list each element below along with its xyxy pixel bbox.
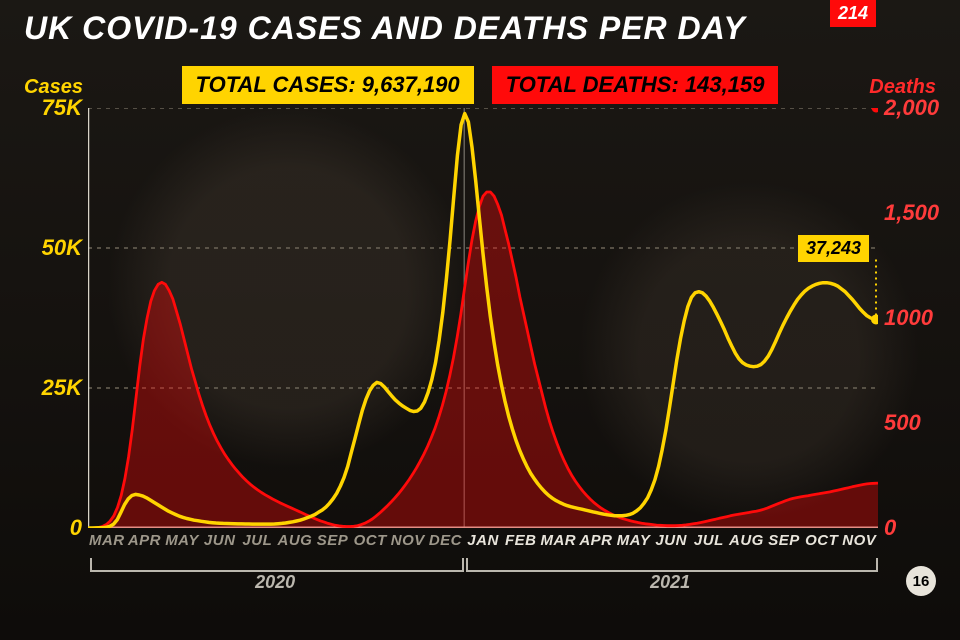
month-label: MAR — [88, 532, 126, 556]
month-label: APR — [126, 532, 164, 556]
month-label: SEP — [765, 532, 803, 556]
month-label: NOV — [841, 532, 879, 556]
month-label: JUL — [690, 532, 728, 556]
month-label: MAY — [615, 532, 653, 556]
month-label: JUN — [201, 532, 239, 556]
total-deaths-badge: TOTAL DEATHS: 143,159 — [492, 66, 779, 104]
deaths-end-callout: 214 — [830, 0, 876, 27]
y-tick-right: 1,500 — [884, 200, 954, 226]
month-label: JAN — [464, 532, 502, 556]
year-brackets: 2020 2021 — [88, 558, 878, 598]
month-label: MAY — [163, 532, 201, 556]
y-tick-left: 50K — [22, 235, 82, 261]
month-label: JUN — [652, 532, 690, 556]
y-tick-right: 0 — [884, 515, 954, 541]
month-label: OCT — [803, 532, 841, 556]
x-axis-months: MARAPRMAYJUNJULAUGSEPOCTNOVDECJANFEBMARA… — [88, 532, 878, 556]
y-tick-left: 25K — [22, 375, 82, 401]
y-tick-left: 0 — [22, 515, 82, 541]
summary-badges: TOTAL CASES: 9,637,190 TOTAL DEATHS: 143… — [0, 66, 960, 104]
y-tick-right: 1000 — [884, 305, 954, 331]
year-label-2021: 2021 — [466, 572, 874, 593]
y-tick-left: 75K — [22, 95, 82, 121]
plot-area — [88, 108, 878, 528]
chart-title: UK COVID-19 CASES AND DEATHS PER DAY — [24, 10, 936, 47]
plot-svg — [88, 108, 878, 528]
total-cases-badge: TOTAL CASES: 9,637,190 — [182, 66, 474, 104]
month-label: MAR — [540, 532, 578, 556]
bracket-2020 — [90, 558, 464, 572]
month-label: FEB — [502, 532, 540, 556]
month-label: NOV — [389, 532, 427, 556]
month-label: SEP — [314, 532, 352, 556]
month-label: DEC — [427, 532, 465, 556]
bracket-2021 — [466, 558, 878, 572]
month-label: APR — [577, 532, 615, 556]
y-tick-right: 2,000 — [884, 95, 954, 121]
year-label-2020: 2020 — [90, 572, 460, 593]
chart-frame: UK COVID-19 CASES AND DEATHS PER DAY Cas… — [0, 0, 960, 640]
y-tick-right: 500 — [884, 410, 954, 436]
month-label: AUG — [276, 532, 314, 556]
month-label: OCT — [351, 532, 389, 556]
current-day-circle: 16 — [906, 566, 936, 596]
month-label: JUL — [239, 532, 277, 556]
cases-end-callout: 37,243 — [798, 235, 869, 262]
month-label: AUG — [728, 532, 766, 556]
